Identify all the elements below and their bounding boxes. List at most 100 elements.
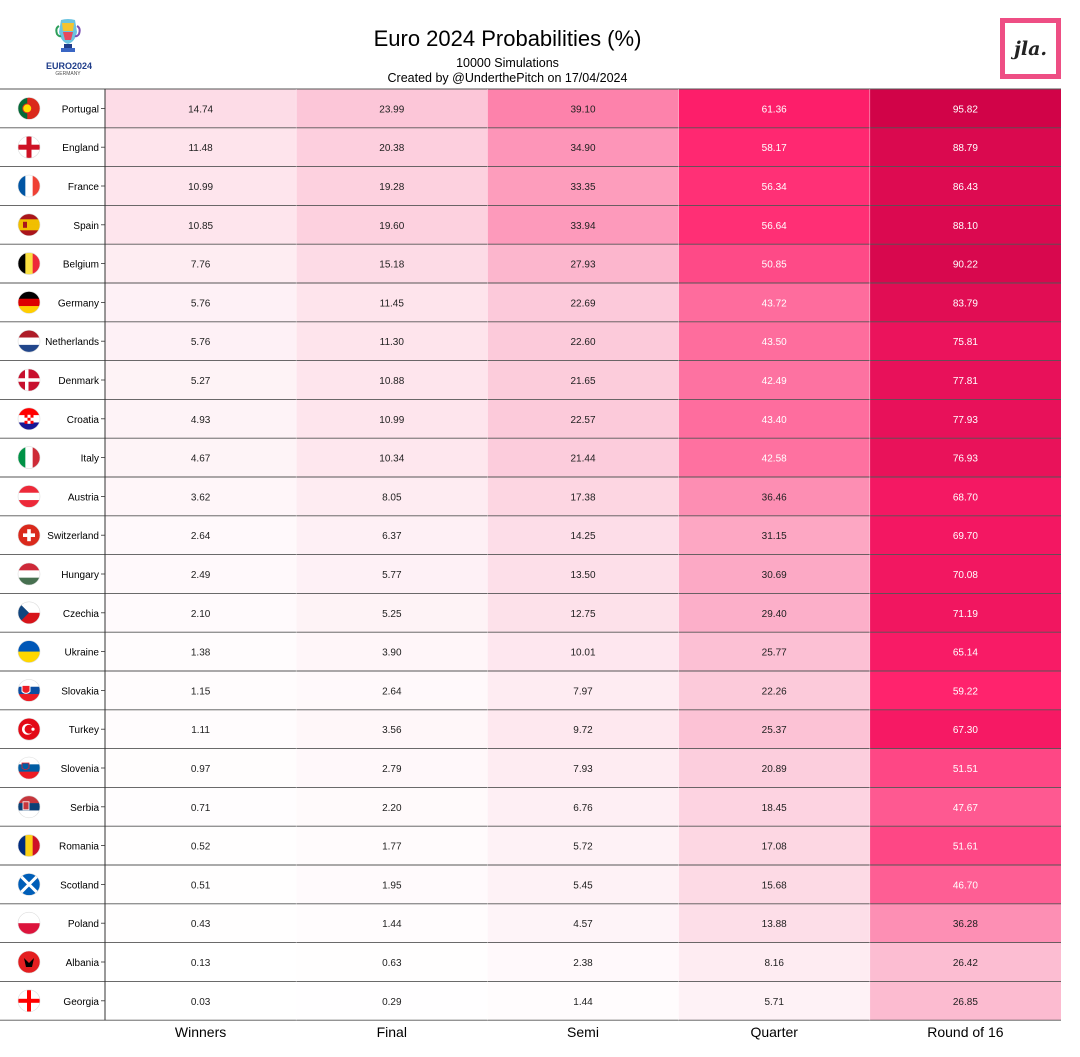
cell-value-label: 6.37: [382, 531, 402, 542]
heatmap-cell: [487, 748, 679, 788]
cell-value-label: 95.82: [953, 104, 978, 115]
jla-logo-text: jla.: [1005, 23, 1056, 74]
cell-value-label: 2.38: [573, 958, 593, 969]
column-label: Semi: [567, 1024, 599, 1040]
cell-value-label: 2.64: [382, 686, 402, 697]
cell-value-label: 36.28: [953, 919, 978, 930]
team-label: Georgia: [63, 997, 99, 1008]
heatmap-cell: [487, 515, 679, 555]
heatmap-cell: [105, 477, 297, 516]
team-label: Denmark: [58, 376, 100, 387]
team-label: Ukraine: [65, 648, 100, 659]
heatmap-cell: [296, 127, 488, 167]
cell-value-label: 29.40: [762, 609, 787, 620]
cell-value-label: 9.72: [573, 725, 593, 736]
cell-value-label: 19.28: [379, 182, 404, 193]
heatmap-cell: [105, 554, 297, 594]
cell-value-label: 26.85: [953, 997, 978, 1008]
heatmap-cell: [487, 166, 679, 206]
heatmap-cell: [296, 283, 488, 322]
team-label: Italy: [81, 454, 99, 465]
cell-value-label: 21.65: [570, 376, 595, 387]
team-label: Hungary: [61, 570, 99, 581]
heatmap-cell: [487, 399, 679, 439]
cell-value-label: 7.93: [573, 764, 593, 775]
cell-value-label: 1.38: [191, 648, 211, 659]
heatmap-cell: [487, 360, 679, 400]
slovakia-flag-icon: [17, 679, 41, 702]
cell-value-label: 69.70: [953, 531, 978, 542]
cell-value-label: 0.51: [191, 880, 211, 891]
cell-value-label: 3.90: [382, 648, 402, 659]
cell-value-label: 68.70: [953, 492, 978, 503]
cell-value-label: 27.93: [570, 260, 595, 271]
heatmap-cell: [678, 477, 870, 516]
team-label: Netherlands: [45, 337, 99, 348]
cell-value-label: 76.93: [953, 454, 978, 465]
cell-value-label: 75.81: [953, 337, 978, 348]
heatmap-cell: [678, 321, 870, 361]
cell-value-label: 5.27: [191, 376, 211, 387]
column-label: Final: [377, 1024, 407, 1040]
cell-value-label: 0.13: [191, 958, 211, 969]
cell-value-label: 43.72: [762, 298, 787, 309]
heatmap-cell: [487, 321, 679, 361]
heatmap-cell: [105, 89, 297, 128]
cell-value-label: 50.85: [762, 260, 787, 271]
heatmap-cell: [869, 787, 1061, 827]
heatmap-cell: [869, 166, 1061, 206]
cell-value-label: 56.34: [762, 182, 787, 193]
heatmap-cell: [869, 127, 1061, 167]
cell-value-label: 5.71: [764, 997, 784, 1008]
team-label: Slovenia: [61, 764, 100, 775]
turkey-flag-icon: [17, 717, 41, 741]
heatmap-cell: [296, 593, 488, 633]
cell-value-label: 77.81: [953, 376, 978, 387]
cell-value-label: 34.90: [570, 143, 595, 154]
cell-value-label: 5.72: [573, 842, 593, 853]
cell-value-label: 90.22: [953, 260, 978, 271]
jla-logo: jla.: [1000, 18, 1061, 79]
heatmap-cell: [105, 593, 297, 633]
heatmap-cell: [105, 360, 297, 400]
heatmap-cell: [678, 283, 870, 322]
cell-value-label: 59.22: [953, 686, 978, 697]
cell-value-label: 36.46: [762, 492, 787, 503]
cell-value-label: 5.25: [382, 609, 402, 620]
cell-value-label: 86.43: [953, 182, 978, 193]
cell-value-label: 43.50: [762, 337, 787, 348]
cell-value-label: 88.10: [953, 221, 978, 232]
heatmap-cell: [105, 127, 297, 167]
heatmap-cell: [678, 632, 870, 671]
heatmap-cell: [105, 166, 297, 206]
cell-value-label: 70.08: [953, 570, 978, 581]
team-label: Serbia: [70, 803, 99, 814]
heatmap-cell: [869, 826, 1061, 865]
team-label: Switzerland: [47, 531, 99, 542]
scotland-flag-icon: [17, 873, 41, 896]
heatmap-cell: [678, 709, 870, 749]
heatmap-cell: [296, 748, 488, 788]
heatmap-cell: [487, 709, 679, 749]
cell-value-label: 4.57: [573, 919, 593, 930]
heatmap-cell: [296, 321, 488, 361]
france-flag-icon: [17, 174, 41, 198]
heatmap-cell: [487, 554, 679, 594]
heatmap-cell: [678, 942, 870, 982]
cell-value-label: 30.69: [762, 570, 787, 581]
netherlands-flag-icon: [17, 329, 41, 353]
heatmap-cell: [296, 942, 488, 982]
cell-value-label: 10.99: [188, 182, 213, 193]
heatmap-cell: [105, 671, 297, 710]
column-label: Winners: [175, 1024, 226, 1040]
cell-value-label: 5.76: [191, 298, 211, 309]
heatmap-cell: [296, 671, 488, 710]
heatmap-cell: [869, 321, 1061, 361]
heatmap-cell: [869, 515, 1061, 555]
cell-value-label: 2.64: [191, 531, 211, 542]
cell-value-label: 47.67: [953, 803, 978, 814]
heatmap-cell: [869, 554, 1061, 594]
heatmap-cell: [869, 477, 1061, 516]
heatmap-cell: [869, 399, 1061, 439]
cell-value-label: 8.16: [764, 958, 784, 969]
